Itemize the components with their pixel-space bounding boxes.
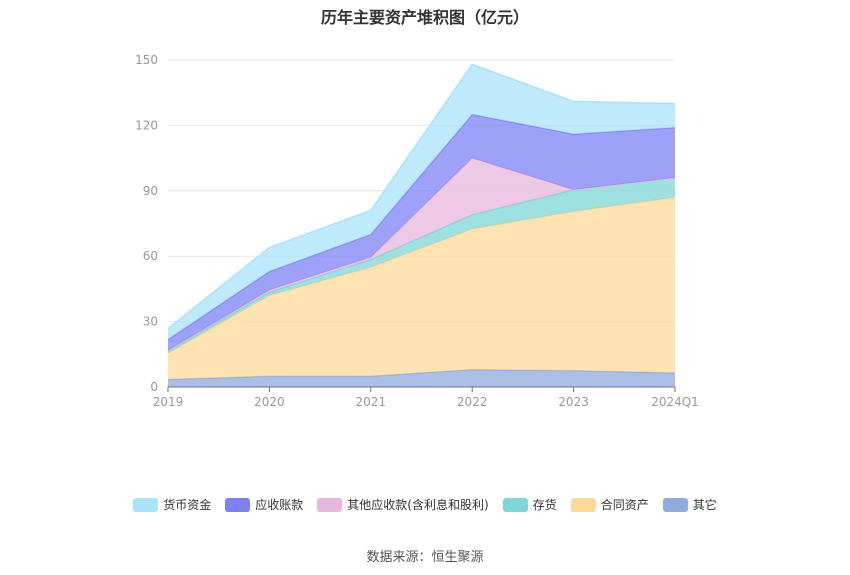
chart-legend: 货币资金 应收账款 其他应收款(含利息和股利) 存货 合同资产 其它	[0, 496, 850, 513]
x-tick-label: 2022	[457, 395, 488, 409]
legend-swatch	[225, 497, 251, 512]
legend-item[interactable]: 应收账款	[225, 496, 303, 513]
legend-swatch	[133, 497, 159, 512]
legend-item[interactable]: 货币资金	[133, 496, 211, 513]
legend-label: 货币资金	[163, 498, 212, 512]
y-tick-label: 120	[135, 118, 158, 132]
legend-label: 合同资产	[600, 498, 649, 512]
stacked-area-chart: 0 30 60 90 120 150 2019 2020 2021 2022 2023 2024Q1	[135, 53, 699, 409]
y-tick-label: 0	[150, 380, 158, 394]
data-source-note: 数据来源：恒生聚源	[366, 550, 484, 565]
legend-swatch	[502, 497, 528, 512]
x-tick-label: 2020	[254, 395, 285, 409]
area-series-edge	[167, 63, 676, 330]
legend-swatch	[570, 497, 596, 512]
area-series-存货	[168, 177, 675, 354]
y-tick-label: 30	[143, 315, 158, 329]
y-tick-label: 90	[143, 184, 158, 198]
legend-item[interactable]: 存货	[502, 496, 557, 513]
legend-item[interactable]: 其他应收款(含利息和股利)	[317, 496, 489, 513]
area-series-合同资产	[168, 197, 675, 380]
legend-label: 存货	[532, 498, 557, 512]
x-tick-label: 2024Q1	[651, 395, 699, 409]
y-tick-label: 60	[143, 249, 158, 263]
area-series-其它	[168, 369, 675, 387]
area-series	[167, 63, 676, 387]
area-series-应收账款	[168, 114, 675, 351]
axes: 0 30 60 90 120 150 2019 2020 2021 2022 2023 2024Q1	[135, 53, 699, 409]
legend-label: 应收账款	[255, 498, 304, 512]
legend-swatch	[662, 497, 688, 512]
y-tick-label: 150	[135, 53, 158, 67]
legend-label: 其他应收款(含利息和股利)	[347, 498, 489, 512]
chart-title: 历年主要资产堆积图（亿元）	[320, 8, 529, 27]
x-tick-label: 2021	[356, 395, 387, 409]
legend-item[interactable]: 其它	[662, 496, 717, 513]
x-tick-label: 2023	[558, 395, 589, 409]
legend-label: 其它	[692, 498, 717, 512]
legend-swatch	[317, 497, 343, 512]
x-tick-label: 2019	[153, 395, 184, 409]
legend-item[interactable]: 合同资产	[570, 496, 649, 513]
